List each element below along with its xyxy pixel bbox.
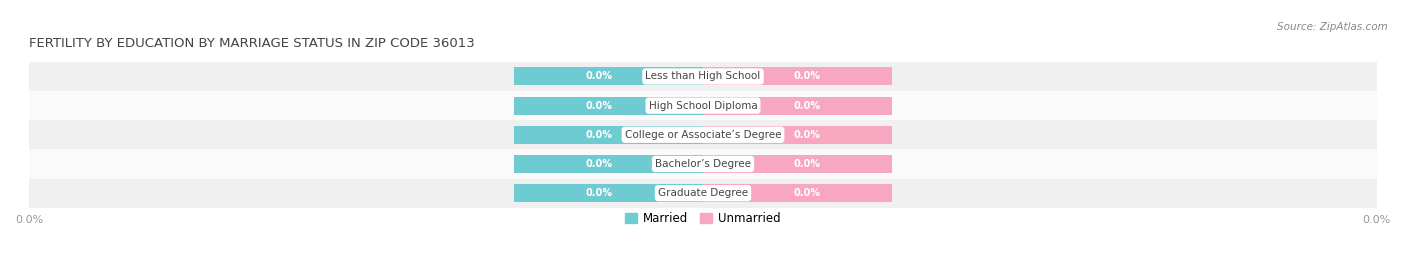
Text: 0.0%: 0.0% [793,101,820,111]
Text: 0.0%: 0.0% [586,130,613,140]
Text: 0.0%: 0.0% [793,188,820,198]
Bar [30,179,1376,208]
Text: 0.0%: 0.0% [586,188,613,198]
Legend: Married, Unmarried: Married, Unmarried [620,208,786,230]
Bar [515,184,703,202]
Bar [703,184,891,202]
Bar [30,120,1376,149]
Bar [703,126,891,144]
Text: 0.0%: 0.0% [586,101,613,111]
Text: 0.0%: 0.0% [793,159,820,169]
Bar [515,155,703,173]
Bar [703,155,891,173]
Text: 0.0%: 0.0% [586,159,613,169]
Bar [703,97,891,115]
Bar [30,149,1376,179]
Text: FERTILITY BY EDUCATION BY MARRIAGE STATUS IN ZIP CODE 36013: FERTILITY BY EDUCATION BY MARRIAGE STATU… [30,37,475,49]
Text: Graduate Degree: Graduate Degree [658,188,748,198]
Bar [703,126,891,144]
Bar [30,91,1376,120]
Text: College or Associate’s Degree: College or Associate’s Degree [624,130,782,140]
Bar [515,97,703,115]
Text: 0.0%: 0.0% [793,130,820,140]
Text: 0.0%: 0.0% [586,72,613,82]
Bar [515,126,703,144]
Text: High School Diploma: High School Diploma [648,101,758,111]
Text: Bachelor’s Degree: Bachelor’s Degree [655,159,751,169]
Bar [703,184,891,202]
Text: Source: ZipAtlas.com: Source: ZipAtlas.com [1277,22,1388,31]
Bar [515,126,703,144]
Bar [703,97,891,115]
Bar [703,68,891,86]
Text: Less than High School: Less than High School [645,72,761,82]
Bar [515,68,703,86]
Bar [30,62,1376,91]
Bar [703,68,891,86]
Bar [515,184,703,202]
Bar [515,97,703,115]
Bar [703,155,891,173]
Text: 0.0%: 0.0% [793,72,820,82]
Bar [515,155,703,173]
Bar [515,68,703,86]
